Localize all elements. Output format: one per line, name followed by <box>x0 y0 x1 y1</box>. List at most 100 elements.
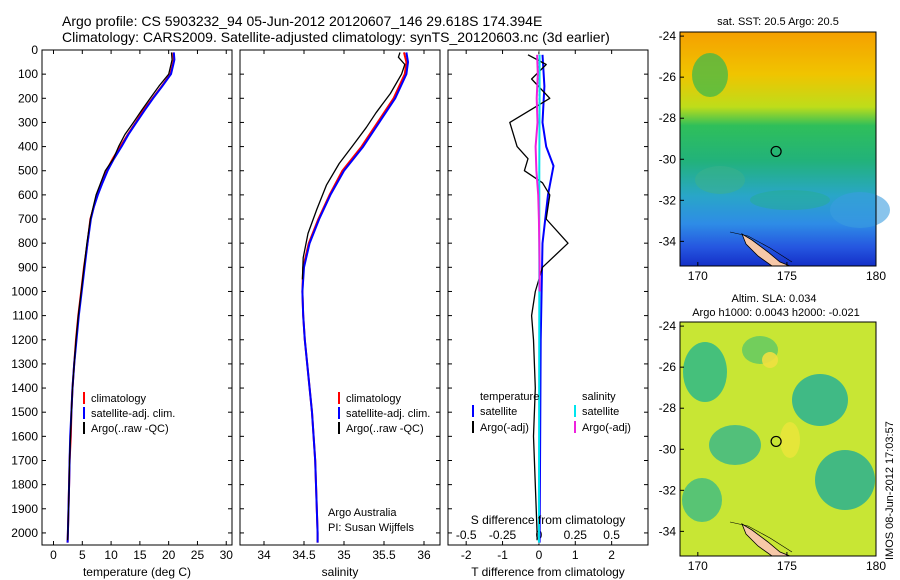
depth-tick-label: 0 <box>31 43 38 57</box>
series-line <box>301 52 406 280</box>
imos-timestamp: IMOS 08-Jun-2012 17:03:57 <box>884 421 896 560</box>
x-tick-label: 2 <box>608 548 615 562</box>
map-y-tick-label: -34 <box>659 524 677 538</box>
argo-location-marker <box>770 435 782 448</box>
t-difference-axis-label: T difference from climatology <box>471 565 625 579</box>
salinity-panel-frame <box>239 49 441 546</box>
depth-tick-label: 1200 <box>11 333 38 347</box>
x-tick-label: 5 <box>79 548 86 562</box>
legend-satellite-adj: satellite-adj. clim. <box>91 408 175 420</box>
difference-legend: temperature salinity satellite Argo(-adj… <box>472 391 631 434</box>
x-tick-label: 25 <box>191 548 205 562</box>
depth-tick-label: 1900 <box>11 502 38 516</box>
x-tick-label: 20 <box>162 548 176 562</box>
legend-title-salinity: salinity <box>582 391 616 403</box>
figure-title-line1: Argo profile: CS 5903232_94 05-Jun-2012 … <box>62 13 542 29</box>
map-x-tick-label: 180 <box>866 269 886 283</box>
x-tick-label: 0 <box>536 548 543 562</box>
x-tick-label: 34 <box>257 548 271 562</box>
legend-argo: Argo(..raw -QC) <box>346 423 424 435</box>
salinity-axis-label: salinity <box>322 565 359 579</box>
series-line <box>537 54 541 543</box>
figure-title-line2: Climatology: CARS2009. Satellite-adjuste… <box>62 29 610 45</box>
depth-tick-label: 2000 <box>11 526 38 540</box>
map-y-tick-label: -30 <box>659 152 677 166</box>
map-x-tick-label: 170 <box>688 269 708 283</box>
x-tick-label: 34.5 <box>292 548 316 562</box>
map-y-tick-label: -34 <box>659 234 677 248</box>
sla-map: 170 175 180 -24 -26 -28 -30 -32 -34 <box>659 319 887 573</box>
depth-tick-label: 700 <box>18 212 38 226</box>
temperature-legend: climatology satellite-adj. clim. Argo(..… <box>83 392 175 435</box>
s-diff-tick-label: -0.25 <box>489 528 517 542</box>
s-difference-axis-label: S difference from climatology <box>471 513 626 527</box>
depth-tick-label: 800 <box>18 236 38 250</box>
sst-map-title: sat. SST: 20.5 Argo: 20.5 <box>717 16 839 28</box>
coastline-contour <box>729 521 793 553</box>
legend-title-temperature: temperature <box>480 391 539 403</box>
temperature-panel-frame <box>41 49 233 546</box>
legend-temp-satellite: satellite <box>480 406 517 418</box>
series-line <box>66 52 175 543</box>
depth-tick-label: 1100 <box>12 309 38 323</box>
temperature-axis-label: temperature (deg C) <box>83 565 191 579</box>
sst-map: 170 175 180 -24 -26 -28 -30 -32 -34 <box>659 29 890 283</box>
map-y-tick-label: -30 <box>659 442 677 456</box>
s-diff-tick-label: 0.5 <box>603 528 620 542</box>
series-line <box>66 52 173 541</box>
depth-tick-label: 400 <box>18 140 38 154</box>
salinity-profile-plot: 34 34.5 35 35.5 36 <box>240 49 440 562</box>
legend-satellite-adj: satellite-adj. clim. <box>346 408 430 420</box>
s-diff-tick-label: -0.5 <box>456 528 477 542</box>
x-tick-label: 15 <box>133 548 147 562</box>
salinity-legend: climatology satellite-adj. clim. Argo(..… <box>338 392 430 435</box>
depth-tick-label: 100 <box>18 67 38 81</box>
legend-sal-argo: Argo(-adj) <box>582 422 631 434</box>
depth-tick-label: 200 <box>18 91 38 105</box>
map-x-tick-label: 175 <box>777 559 797 573</box>
pi-annotation: PI: Susan Wijffels <box>328 522 414 534</box>
map-y-tick-label: -28 <box>659 111 677 125</box>
x-tick-label: 30 <box>220 548 234 562</box>
depth-tick-label: 1400 <box>11 381 38 395</box>
sla-map-title-1: Altim. SLA: 0.034 <box>732 293 817 305</box>
temperature-profile-plot: 0 5 10 15 20 25 30 <box>42 49 234 562</box>
map-x-tick-label: 175 <box>777 269 797 283</box>
series-line <box>538 54 555 543</box>
x-tick-label: 36 <box>417 548 431 562</box>
x-tick-label: 1 <box>572 548 579 562</box>
depth-tick-label: 500 <box>18 164 38 178</box>
series-line <box>301 52 409 543</box>
map-y-tick-label: -24 <box>659 29 677 43</box>
depth-tick-label: 900 <box>18 260 38 274</box>
map-x-tick-label: 170 <box>688 559 708 573</box>
x-tick-label: 0 <box>50 548 57 562</box>
legend-sal-satellite: satellite <box>582 406 619 418</box>
map-y-tick-label: -28 <box>659 401 677 415</box>
s-diff-tick-label: 0.25 <box>564 528 588 542</box>
map-y-tick-label: -24 <box>659 319 677 333</box>
map-y-tick-label: -32 <box>659 483 677 497</box>
series-line <box>301 52 408 543</box>
legend-climatology: climatology <box>346 393 402 405</box>
series-line <box>66 52 176 543</box>
depth-tick-label: 600 <box>18 188 38 202</box>
depth-axis-ticks: 0 100 200 300 400 500 600 700 800 900 1000 1100 1200… <box>11 43 38 540</box>
depth-tick-label: 1500 <box>11 405 38 419</box>
series-line <box>534 54 541 292</box>
map-y-tick-label: -26 <box>659 360 677 374</box>
argo-australia-annotation: Argo Australia <box>328 507 397 519</box>
x-tick-label: 10 <box>104 548 118 562</box>
depth-tick-label: 300 <box>18 115 38 129</box>
difference-profile-plot: -2 -1 0 1 2-0.5 -0.25 0 0.25 0.5 <box>448 49 648 562</box>
legend-climatology: climatology <box>91 393 147 405</box>
map-x-tick-label: 180 <box>866 559 886 573</box>
depth-tick-label: 1800 <box>11 478 38 492</box>
legend-argo: Argo(..raw -QC) <box>91 423 169 435</box>
depth-tick-label: 1600 <box>11 429 38 443</box>
difference-panel-frame <box>447 49 649 546</box>
x-tick-label: -2 <box>461 548 472 562</box>
depth-tick-label: 1000 <box>11 284 38 298</box>
map-y-tick-label: -32 <box>659 193 677 207</box>
x-tick-label: -1 <box>497 548 508 562</box>
